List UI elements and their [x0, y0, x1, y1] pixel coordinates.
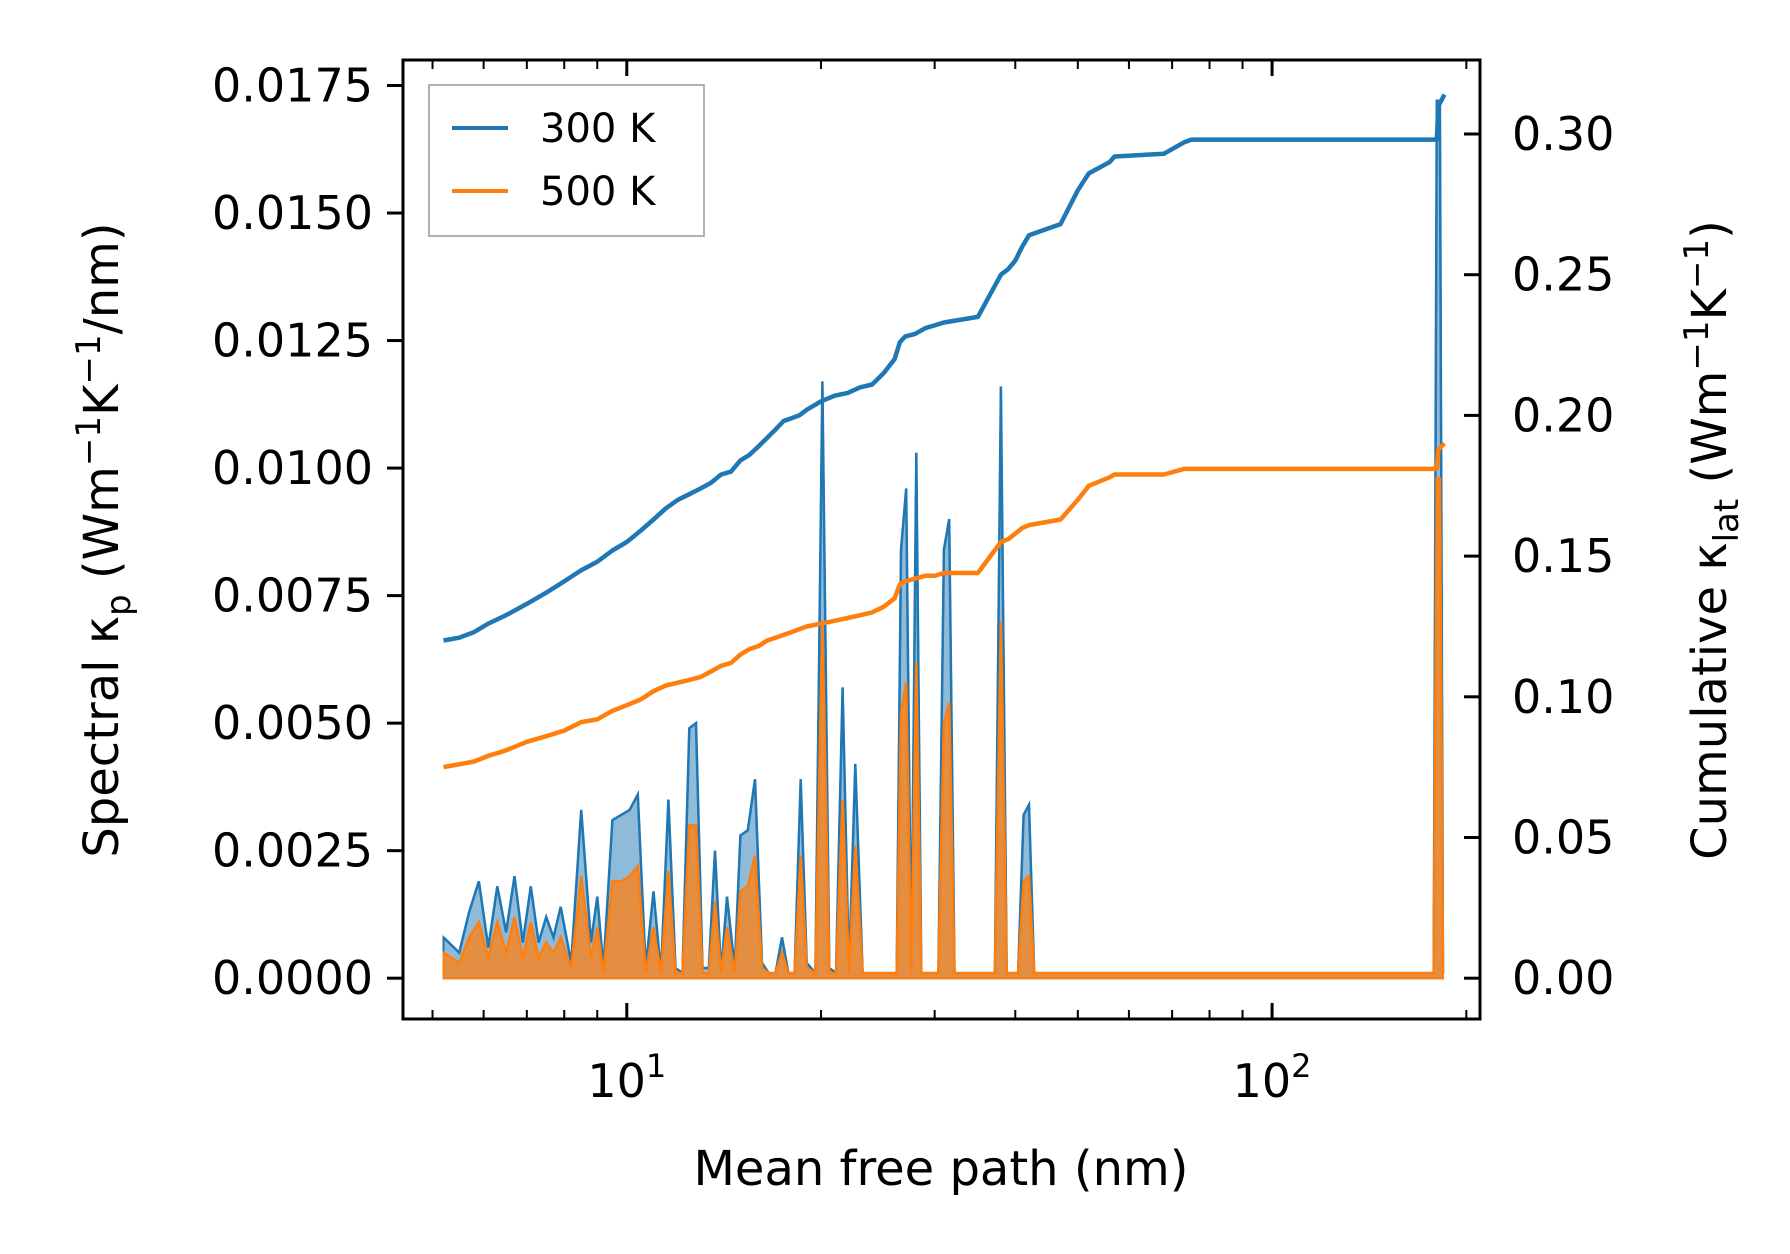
right-y-tick-label: 0.20 [1512, 388, 1614, 442]
cumulative-layer [443, 93, 1447, 770]
left-y-axis-title-superscript: −1 [69, 416, 109, 466]
left-y-tick-label: 0.0100 [212, 441, 373, 495]
x-tick-label: 101 [587, 1047, 666, 1108]
right-y-tick-label: 0.25 [1512, 248, 1614, 302]
right-y-axis-title-subscript: lat [1707, 499, 1747, 543]
left-y-axis-title-superscript-2: −1 [69, 334, 109, 384]
spectral-line-500k [442, 477, 1445, 976]
legend-box [428, 84, 705, 237]
legend-label-500k: 500 K [540, 169, 657, 215]
left-y-tick-label: 0.0025 [212, 824, 373, 878]
cumulative-line-500k [443, 441, 1447, 770]
right-y-tick-label: 0.30 [1512, 107, 1614, 161]
right-y-axis: 0.00 0.05 0.10 0.15 0.20 0.25 0.30 [1464, 107, 1614, 1005]
x-axis-title: Mean free path (nm) [694, 1141, 1189, 1197]
right-y-axis-title-superscript-2: −1 [1677, 239, 1717, 289]
left-y-tick-label: 0.0125 [212, 314, 373, 368]
plot-frame [401, 58, 1482, 1021]
legend: 300 K 500 K [428, 84, 705, 237]
right-y-axis-title: Cumulative κlat (Wm−1K−1) [1677, 220, 1747, 860]
left-y-tick-label: 0.0150 [212, 186, 373, 240]
right-y-tick-label: 0.00 [1512, 951, 1614, 1005]
cumulative-line-300k [443, 93, 1447, 643]
left-y-axis-title: Spectral κp (Wm−1K−1/nm) [69, 222, 139, 857]
x-tick-label: 102 [1233, 1047, 1312, 1108]
right-y-axis-title-superscript: −1 [1677, 320, 1717, 370]
x-axis: 101 102 [431, 60, 1468, 1108]
left-y-tick-label: 0.0175 [212, 59, 373, 113]
right-y-tick-label: 0.10 [1512, 670, 1614, 724]
left-y-tick-label: 0.0075 [212, 569, 373, 623]
left-y-tick-label: 0.0050 [212, 696, 373, 750]
left-y-axis-title-subscript: p [99, 594, 139, 616]
right-y-tick-label: 0.05 [1512, 810, 1614, 864]
spectral-layer [442, 99, 1445, 980]
left-y-tick-label: 0.0000 [212, 951, 373, 1005]
legend-label-300k: 300 K [540, 106, 657, 152]
right-y-tick-label: 0.15 [1512, 529, 1614, 583]
left-y-axis: 0.0000 0.0025 0.0050 0.0075 0.0100 0.0125 0.01… [212, 59, 403, 1005]
